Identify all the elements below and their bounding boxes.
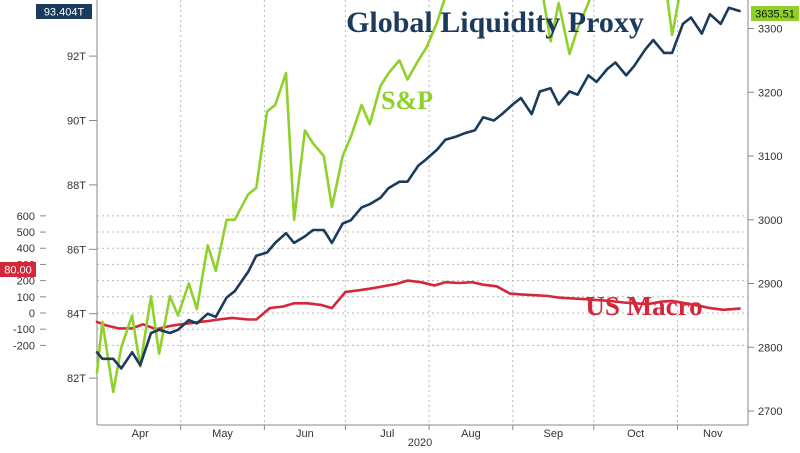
x-axis-year-label: 2020 <box>408 437 432 449</box>
x-axis-ticks: Apr May Jun Jul Aug Sep Oct Nov <box>132 425 723 440</box>
x-tick-jul: Jul <box>380 428 394 440</box>
x-tick-aug: Aug <box>461 428 481 440</box>
global-liquidity-tag-background <box>36 4 92 19</box>
sp-series-label: S&P <box>381 86 433 115</box>
x-tick-jun: Jun <box>296 428 314 440</box>
series-line-us-macro <box>95 279 741 331</box>
middle-tick-84t: 84T <box>67 309 86 321</box>
middle-tick-86t: 86T <box>67 244 86 256</box>
right-axis-ticks: 2700280029003000310032003300340035003600 <box>748 24 782 418</box>
sp-last-value-tag: 3635.51 <box>751 6 799 21</box>
chart-title: Global Liquidity Proxy <box>346 6 644 39</box>
global-liquidity-tag-label: 93.404T <box>44 7 85 19</box>
right-tick-2800: 2800 <box>758 342 782 354</box>
right-tick-2700: 2700 <box>758 406 782 418</box>
us-macro-series-label: US Macro <box>585 291 702 321</box>
x-tick-oct: Oct <box>627 428 644 440</box>
left-tick-400: 400 <box>17 243 35 255</box>
horizontal-gridlines <box>97 215 748 346</box>
right-tick-3000: 3000 <box>758 215 782 227</box>
series-line-global-liquidity <box>95 6 741 370</box>
us-macro-tag-label: 80.00 <box>4 265 32 277</box>
left-tick-200: 200 <box>17 276 35 288</box>
right-tick-3200: 3200 <box>758 87 782 99</box>
us-macro-last-value-tag: 80.00 <box>0 262 36 277</box>
middle-tick-92t: 92T <box>67 51 86 63</box>
x-tick-may: May <box>212 428 233 440</box>
x-tick-apr: Apr <box>132 428 149 440</box>
right-tick-2900: 2900 <box>758 279 782 291</box>
right-tick-3300: 3300 <box>758 24 782 36</box>
left-tick-500: 500 <box>17 227 35 239</box>
series-line-sp <box>95 0 680 394</box>
middle-tick-88t: 88T <box>67 180 86 192</box>
left-axis-ticks: -200-1000100200300400500600 <box>13 211 46 352</box>
left-tick-600: 600 <box>17 211 35 223</box>
left-tick-100: -100 <box>13 324 35 336</box>
us-macro-tag-background <box>0 262 36 277</box>
sp-tag-background <box>751 6 799 21</box>
series-layer <box>95 0 741 394</box>
middle-tick-82t: 82T <box>67 373 86 385</box>
x-tick-sep: Sep <box>544 428 564 440</box>
vertical-gridlines <box>180 0 678 425</box>
x-tick-nov: Nov <box>703 428 723 440</box>
left-tick-200: -200 <box>13 340 35 352</box>
middle-tick-90t: 90T <box>67 116 86 128</box>
sp-tag-label: 3635.51 <box>755 9 795 21</box>
right-tick-3100: 3100 <box>758 151 782 163</box>
global-liquidity-last-value-tag: 93.404T <box>36 4 92 19</box>
left-tick-100: 100 <box>17 292 35 304</box>
left-tick-0: 0 <box>29 308 35 320</box>
middle-axis-ticks: 82T 84T 86T 88T 90T 92T <box>67 51 97 385</box>
